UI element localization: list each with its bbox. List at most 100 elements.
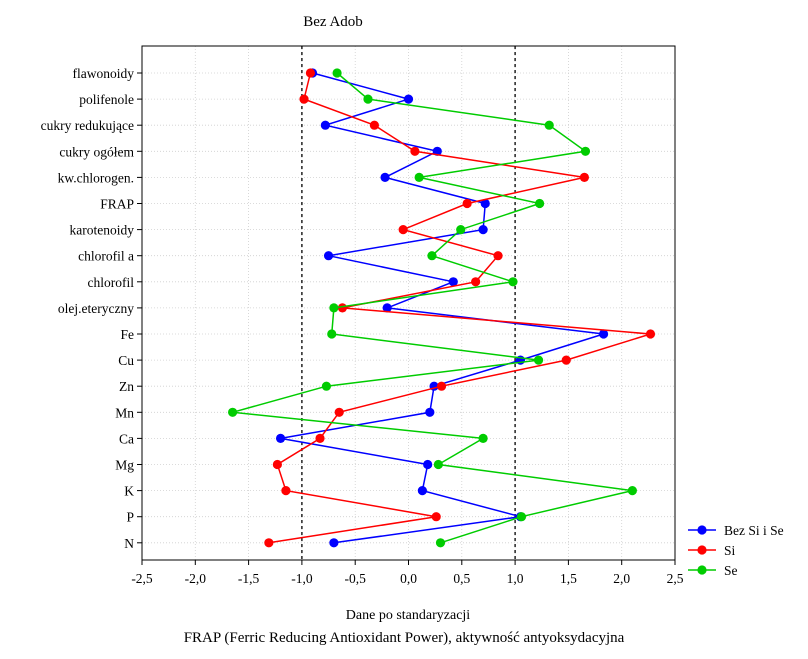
data-point bbox=[403, 94, 414, 104]
data-point bbox=[431, 512, 441, 522]
data-point bbox=[264, 538, 274, 548]
data-point bbox=[320, 120, 330, 130]
data-point bbox=[228, 407, 238, 417]
plot-area bbox=[142, 46, 675, 560]
y-tick-label: chlorofil a bbox=[78, 249, 134, 264]
data-point bbox=[561, 355, 571, 365]
data-point bbox=[579, 172, 589, 182]
data-point bbox=[478, 433, 488, 443]
legend-item: Bez Si i Se bbox=[688, 523, 784, 538]
data-point bbox=[305, 68, 316, 78]
data-point bbox=[433, 459, 443, 470]
y-tick-label: polifenole bbox=[79, 92, 134, 107]
x-tick-label: 1,0 bbox=[507, 571, 524, 586]
x-axis-title: Dane po standaryzacji bbox=[346, 608, 470, 623]
data-point bbox=[423, 459, 433, 470]
series-si bbox=[264, 68, 656, 548]
data-point bbox=[410, 146, 420, 156]
data-point bbox=[535, 198, 545, 209]
data-point bbox=[281, 486, 291, 496]
legend-item: Se bbox=[688, 563, 738, 578]
legend-marker bbox=[697, 525, 707, 535]
y-tick-label: FRAP bbox=[100, 197, 134, 212]
data-point bbox=[516, 512, 527, 522]
y-tick-label: Fe bbox=[121, 327, 135, 342]
x-tick-label: 0,0 bbox=[400, 571, 417, 586]
data-point bbox=[417, 486, 427, 496]
data-point bbox=[471, 277, 481, 287]
x-tick-label: 0,5 bbox=[453, 571, 470, 586]
legend-label: Se bbox=[724, 563, 738, 578]
data-point bbox=[627, 486, 637, 496]
data-point bbox=[398, 225, 408, 235]
data-point bbox=[323, 251, 334, 261]
axis-ticks: flawonoidy polifenole cukry redukujące cukr… bbox=[41, 66, 684, 586]
x-tick-label: 2,0 bbox=[613, 571, 630, 586]
x-tick-label: -1,0 bbox=[291, 571, 313, 586]
y-tick-label: olej.eteryczny bbox=[58, 301, 134, 316]
y-tick-label: Ca bbox=[119, 431, 134, 446]
data-point bbox=[508, 277, 518, 287]
data-point bbox=[329, 538, 339, 548]
y-tick-label: K bbox=[124, 484, 134, 499]
data-point bbox=[533, 355, 544, 365]
data-point bbox=[315, 433, 325, 443]
data-point bbox=[382, 303, 392, 313]
y-tick-label: flawonoidy bbox=[73, 66, 135, 81]
y-tick-label: P bbox=[126, 510, 134, 525]
data-point bbox=[327, 329, 337, 339]
data-point bbox=[332, 68, 342, 78]
data-point bbox=[363, 94, 373, 104]
data-point bbox=[432, 146, 442, 156]
x-tick-label: 2,5 bbox=[667, 571, 684, 586]
data-point bbox=[337, 303, 348, 313]
x-tick-label: -0,5 bbox=[345, 571, 367, 586]
data-point bbox=[299, 94, 309, 104]
legend: Bez Si i Se Si Se bbox=[688, 523, 784, 578]
data-point bbox=[493, 251, 503, 261]
y-tick-label: Mg bbox=[115, 458, 134, 473]
x-tick-label: -1,5 bbox=[238, 571, 260, 586]
legend-item: Si bbox=[688, 543, 736, 558]
y-tick-label: karotenoidy bbox=[70, 223, 135, 238]
y-tick-label: kw.chlorogen. bbox=[58, 170, 134, 185]
y-tick-label: chlorofil bbox=[88, 275, 135, 290]
data-point bbox=[272, 459, 282, 470]
data-point bbox=[462, 198, 472, 209]
data-point bbox=[448, 277, 458, 287]
y-tick-label: Cu bbox=[118, 353, 134, 368]
x-tick-label: 1,5 bbox=[560, 571, 577, 586]
y-tick-label: cukry redukujące bbox=[41, 118, 134, 133]
data-point bbox=[334, 407, 344, 417]
data-point bbox=[478, 225, 488, 235]
x-tick-label: -2,5 bbox=[131, 571, 153, 586]
legend-marker bbox=[697, 545, 707, 555]
series-se bbox=[228, 68, 637, 548]
legend-label: Bez Si i Se bbox=[724, 523, 784, 538]
data-point bbox=[329, 303, 339, 313]
data-point bbox=[544, 120, 554, 130]
y-tick-label: cukry ogółem bbox=[59, 144, 134, 159]
data-point bbox=[435, 538, 446, 548]
x-tick-label: -2,0 bbox=[185, 571, 207, 586]
legend-label: Si bbox=[724, 543, 736, 558]
y-tick-label: Zn bbox=[119, 379, 134, 394]
legend-marker bbox=[697, 565, 707, 575]
data-point bbox=[369, 120, 379, 130]
data-point bbox=[598, 329, 609, 339]
data-point bbox=[275, 433, 286, 443]
data-point bbox=[480, 198, 490, 209]
y-tick-label: N bbox=[124, 536, 134, 551]
data-point bbox=[427, 251, 437, 261]
data-point bbox=[380, 172, 390, 182]
series-layer bbox=[228, 68, 656, 548]
data-point bbox=[645, 329, 656, 339]
data-point bbox=[321, 381, 332, 391]
data-point bbox=[436, 381, 447, 391]
chart-caption: FRAP (Ferric Reducing Antioxidant Power)… bbox=[183, 630, 625, 646]
chart-title: Bez Adob bbox=[303, 14, 363, 30]
data-point bbox=[425, 407, 435, 417]
data-point bbox=[414, 172, 424, 182]
data-point bbox=[580, 146, 591, 156]
